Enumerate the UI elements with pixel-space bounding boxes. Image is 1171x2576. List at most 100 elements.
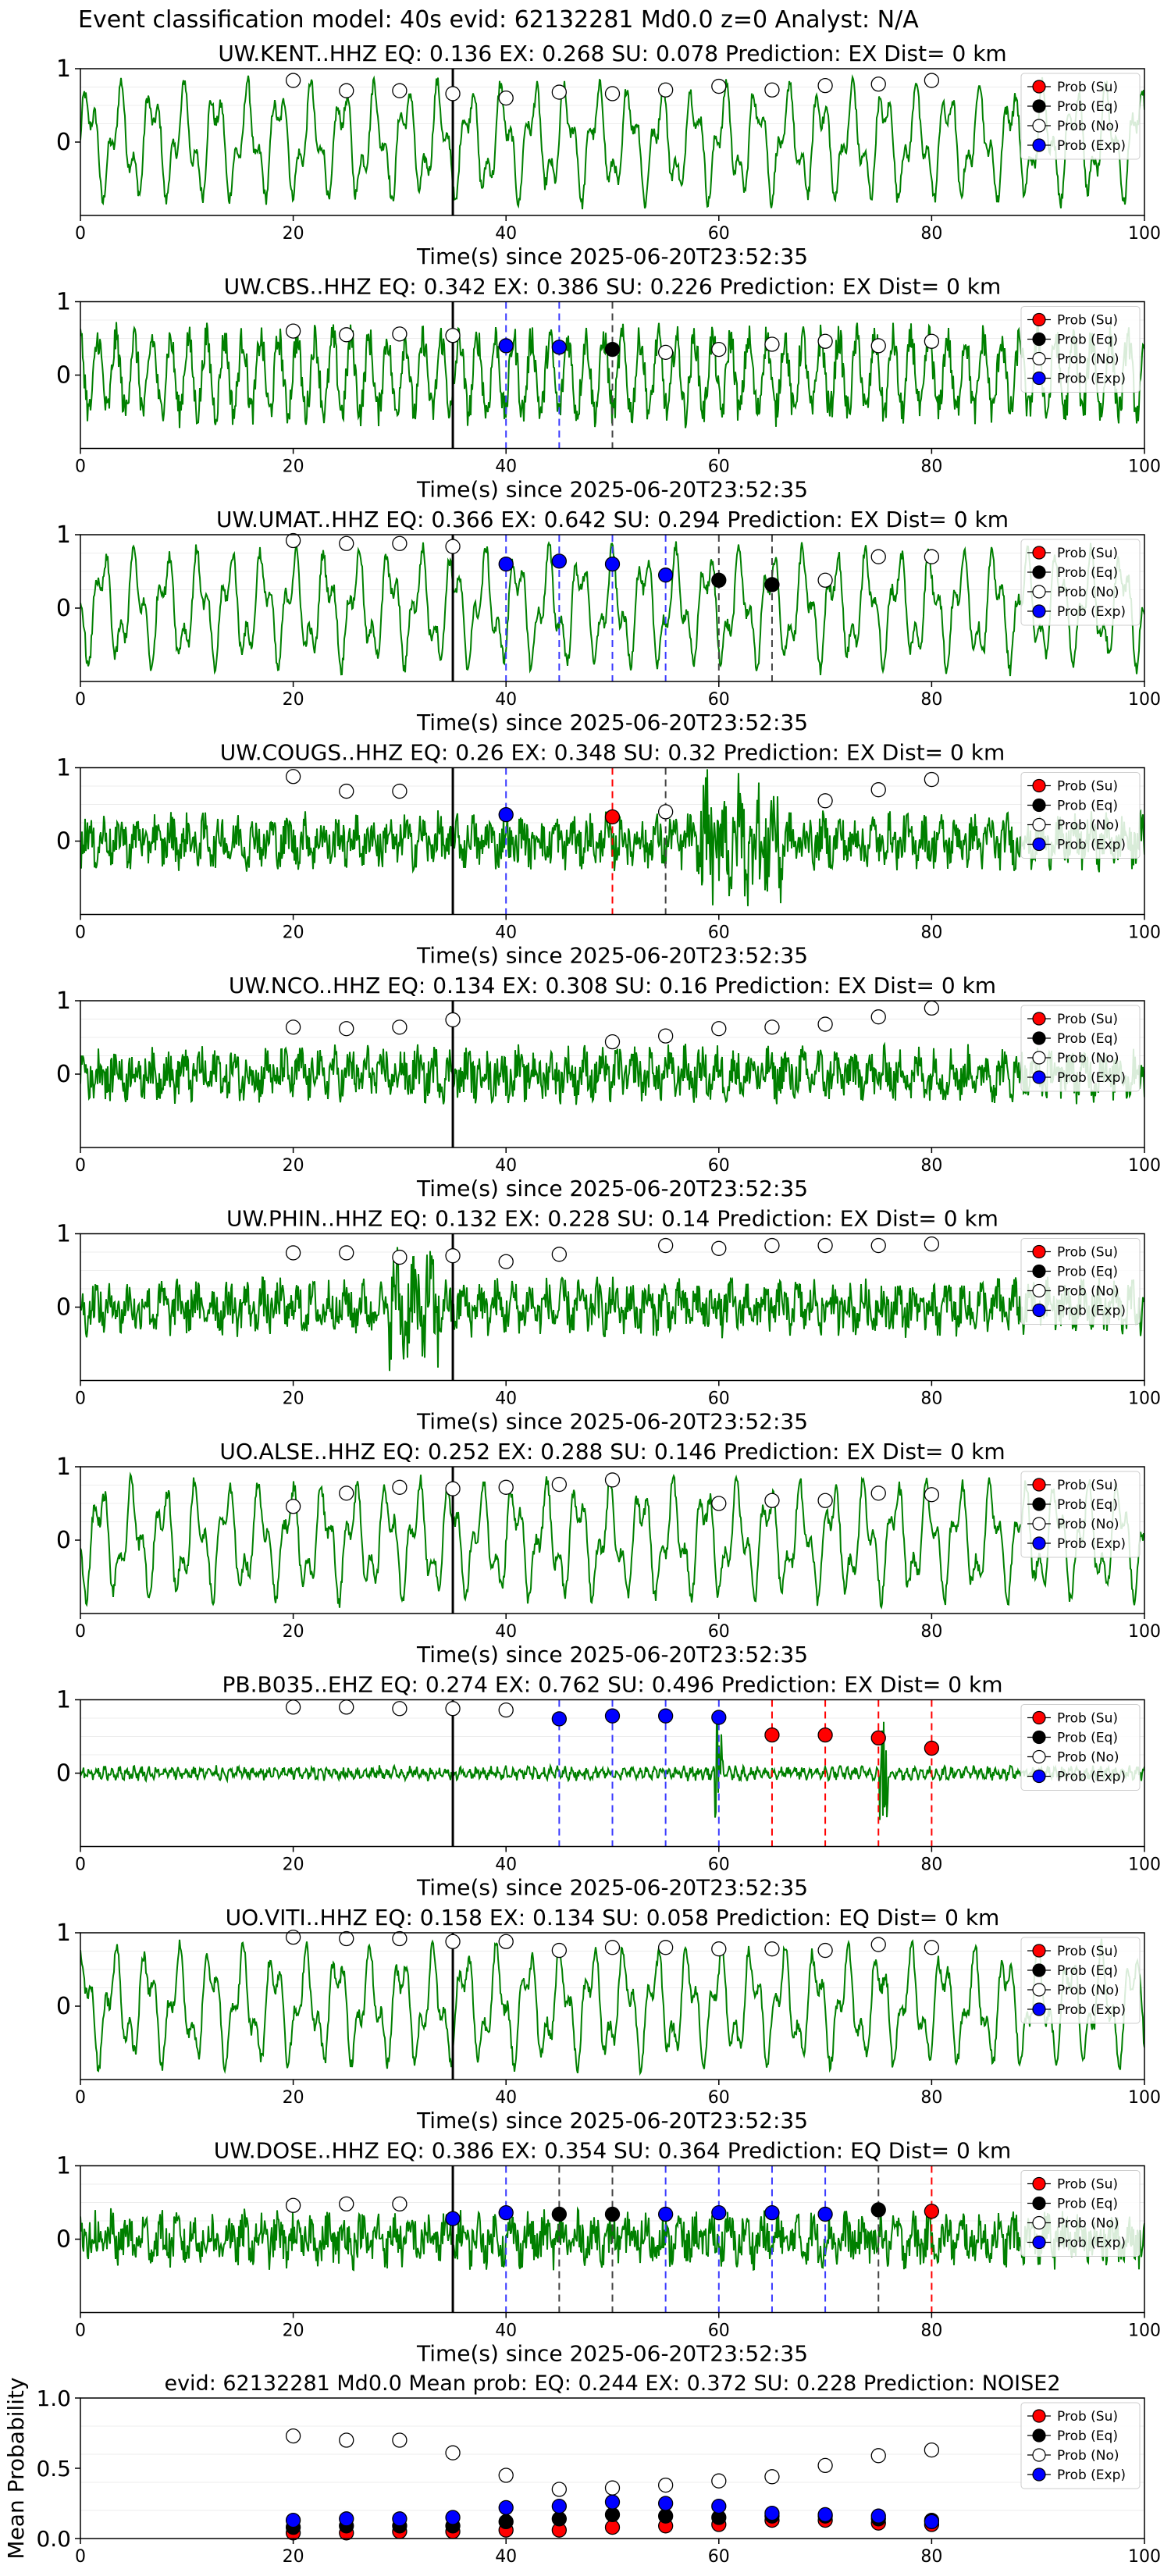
prob-point-no [711,1941,727,1957]
legend-marker-eq [1032,1963,1046,1977]
legend-label-no: Prob (No) [1057,2216,1119,2232]
legend-label-no: Prob (No) [1057,1284,1119,1300]
legend-marker-su [1032,1478,1046,1492]
prob-point-no [658,2477,674,2493]
prob-point-no [445,1012,461,1028]
legend-marker-exp [1032,2002,1046,2016]
prob-point-no [339,783,354,799]
x-tick-label: 80 [920,2547,942,2567]
legend-marker-no [1032,1517,1046,1531]
prob-point-exp [551,1711,567,1727]
legend-label-su: Prob (Su) [1057,1012,1118,1027]
legend-label-exp: Prob (Exp) [1057,1770,1126,1785]
x-tick-label: 20 [283,2547,304,2567]
prob-point-no [924,2442,940,2458]
x-tick-label: 40 [495,1856,517,1875]
panel-4: 0 20 40 60 80 100 0 1 UW.NCO..HHZ EQ: 0.134 EX: … [56,973,1161,1201]
legend-marker-no [1032,1283,1046,1298]
y-tick-label: 0 [56,2226,71,2254]
x-tick-label: 60 [708,2322,730,2341]
x-tick-label: 40 [495,1622,517,1642]
prob-point-no [817,2457,833,2474]
panel-3: 0 20 40 60 80 100 0 1 UW.COUGS..HHZ EQ: 0.26 EX:… [56,740,1161,969]
legend-box [1020,1238,1141,1325]
prob-point-no [711,341,727,358]
y-tick-label: 1.0 [36,2386,71,2411]
prob-point-no [604,1940,621,1955]
prob-point-no [764,1941,780,1957]
prob-point-no [924,1236,940,1252]
legend-label-exp: Prob (Exp) [1057,372,1126,387]
y-tick-label: 1 [56,1687,71,1714]
waveform-trace [80,1041,1144,1105]
x-tick-label: 60 [708,224,730,244]
legend-marker-su [1032,778,1046,793]
legend-marker-exp [1032,371,1046,386]
legend-label-su: Prob (Su) [1057,546,1118,561]
prob-point-no [658,1237,674,1254]
prob-point-no [551,1476,567,1493]
prob-point-no [445,539,461,554]
prob-point-no [870,1485,886,1501]
legend-marker-exp [1032,1769,1046,1784]
x-axis-label: Time(s) since 2025-06-20T23:52:35 [416,1642,808,1667]
x-tick-label: 60 [708,1156,730,1176]
legend-label-exp: Prob (Exp) [1057,838,1126,853]
prob-point-eq [498,2514,514,2530]
prob-point-no [445,1481,461,1496]
prob-point-no [817,77,833,94]
legend-label-su: Prob (Su) [1057,1478,1118,1493]
prob-point-no [551,1942,567,1959]
y-tick-label: 0 [56,362,71,390]
prob-point-no [817,1493,833,1508]
prob-point-eq [711,572,727,588]
legend-marker-no [1032,585,1046,599]
legend-label-eq: Prob (Eq) [1057,1497,1118,1513]
prob-point-no [339,535,354,551]
prob-point-exp [551,340,567,355]
prob-point-exp [604,556,621,572]
x-tick-label: 20 [283,2088,304,2108]
x-tick-label: 80 [920,1389,942,1409]
x-tick-label: 0 [75,1622,86,1642]
prob-point-no [339,1485,354,1501]
legend-label-no: Prob (No) [1057,1051,1119,1066]
x-tick-label: 0 [75,224,86,244]
prob-point-eq [604,2206,621,2222]
prob-point-no [339,1930,354,1947]
legend-label-eq: Prob (Eq) [1057,1031,1118,1047]
prob-point-no [339,327,354,343]
prob-point-su [604,809,621,825]
legend-label-no: Prob (No) [1057,1517,1119,1532]
x-tick-label: 0 [75,1156,86,1176]
legend-label-eq: Prob (Eq) [1057,2428,1118,2444]
prob-point-no [445,1701,461,1717]
y-tick-label: 1 [56,1453,71,1481]
y-tick-label: 0 [56,828,71,856]
x-axis-label: Time(s) since 2025-06-20T23:52:35 [416,244,808,269]
y-tick-label: 1 [56,1221,71,1248]
waveform-trace [80,769,1144,906]
panel-title: UW.DOSE..HHZ EQ: 0.386 EX: 0.354 SU: 0.3… [214,2138,1012,2164]
legend-label-exp: Prob (Exp) [1057,604,1126,620]
legend-marker-su [1032,1244,1046,1259]
prob-point-no [658,344,674,361]
prob-point-no [604,1472,621,1488]
prob-point-no [445,1934,461,1949]
x-tick-label: 40 [495,1389,517,1409]
x-tick-label: 100 [1128,2547,1161,2567]
x-tick-label: 100 [1128,1156,1161,1176]
prob-point-exp [817,2206,833,2222]
x-tick-label: 0 [75,2322,86,2341]
panel-8: 0 20 40 60 80 100 0 1 UO.VITI..HHZ EQ: 0.158 EX:… [56,1905,1161,2133]
waveform-trace [80,1938,1144,2076]
panel-1: 0 20 40 60 80 100 0 1 UW.CBS..HHZ EQ: 0.342 EX: … [56,274,1161,503]
prob-point-no [924,333,940,349]
y-tick-label: 1 [56,2153,71,2180]
legend-label-no: Prob (No) [1057,585,1119,600]
legend-label-no: Prob (No) [1057,1750,1119,1766]
prob-point-no [285,323,301,339]
x-axis-label: Time(s) since 2025-06-20T23:52:35 [416,1176,808,1201]
x-axis-label: Time(s) since 2025-06-20T23:52:35 [416,2108,808,2133]
prob-point-no [924,1000,940,1016]
